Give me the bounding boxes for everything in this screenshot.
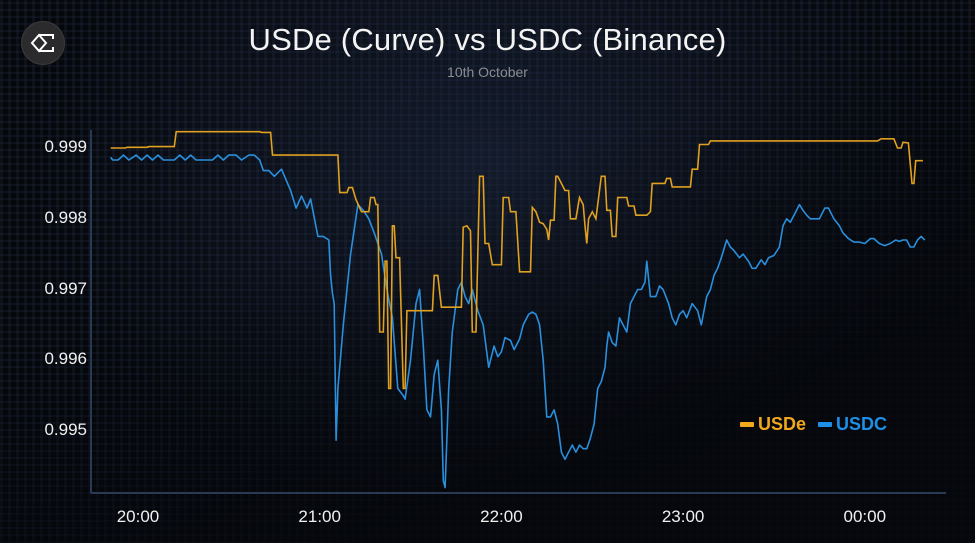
y-tick-label: 0.999 (44, 137, 87, 156)
legend-label-usde: USDe (758, 414, 807, 434)
y-tick-label: 0.998 (44, 207, 87, 227)
y-tick-label: 0.995 (44, 420, 87, 439)
y-tick-label: 0.996 (44, 349, 87, 369)
legend-item-usdc[interactable]: USDC (818, 414, 887, 435)
x-tick-label: 20:00 (116, 507, 160, 526)
usdc-swatch-icon (818, 422, 833, 427)
sigma-diamond-logo-icon (30, 33, 54, 53)
usde-swatch-icon (740, 422, 754, 427)
chart-subtitle: 10th October (447, 64, 528, 80)
legend-label-usdc: USDC (836, 414, 888, 434)
usde-series-line (110, 130, 923, 390)
x-tick-label: 22:00 (480, 507, 523, 526)
x-tick-label: 23:00 (661, 507, 705, 526)
chart-title: USDe (Curve) vs USDC (Binance) (248, 22, 727, 57)
logo-button[interactable] (21, 21, 65, 65)
chart-legend: USDe USDC (740, 414, 887, 435)
x-tick-label: 00:00 (843, 507, 887, 526)
x-tick-label: 21:00 (298, 507, 341, 526)
legend-item-usde[interactable]: USDe (740, 414, 806, 435)
usdc-series-line (110, 154, 926, 489)
y-tick-label: 0.997 (44, 278, 87, 298)
